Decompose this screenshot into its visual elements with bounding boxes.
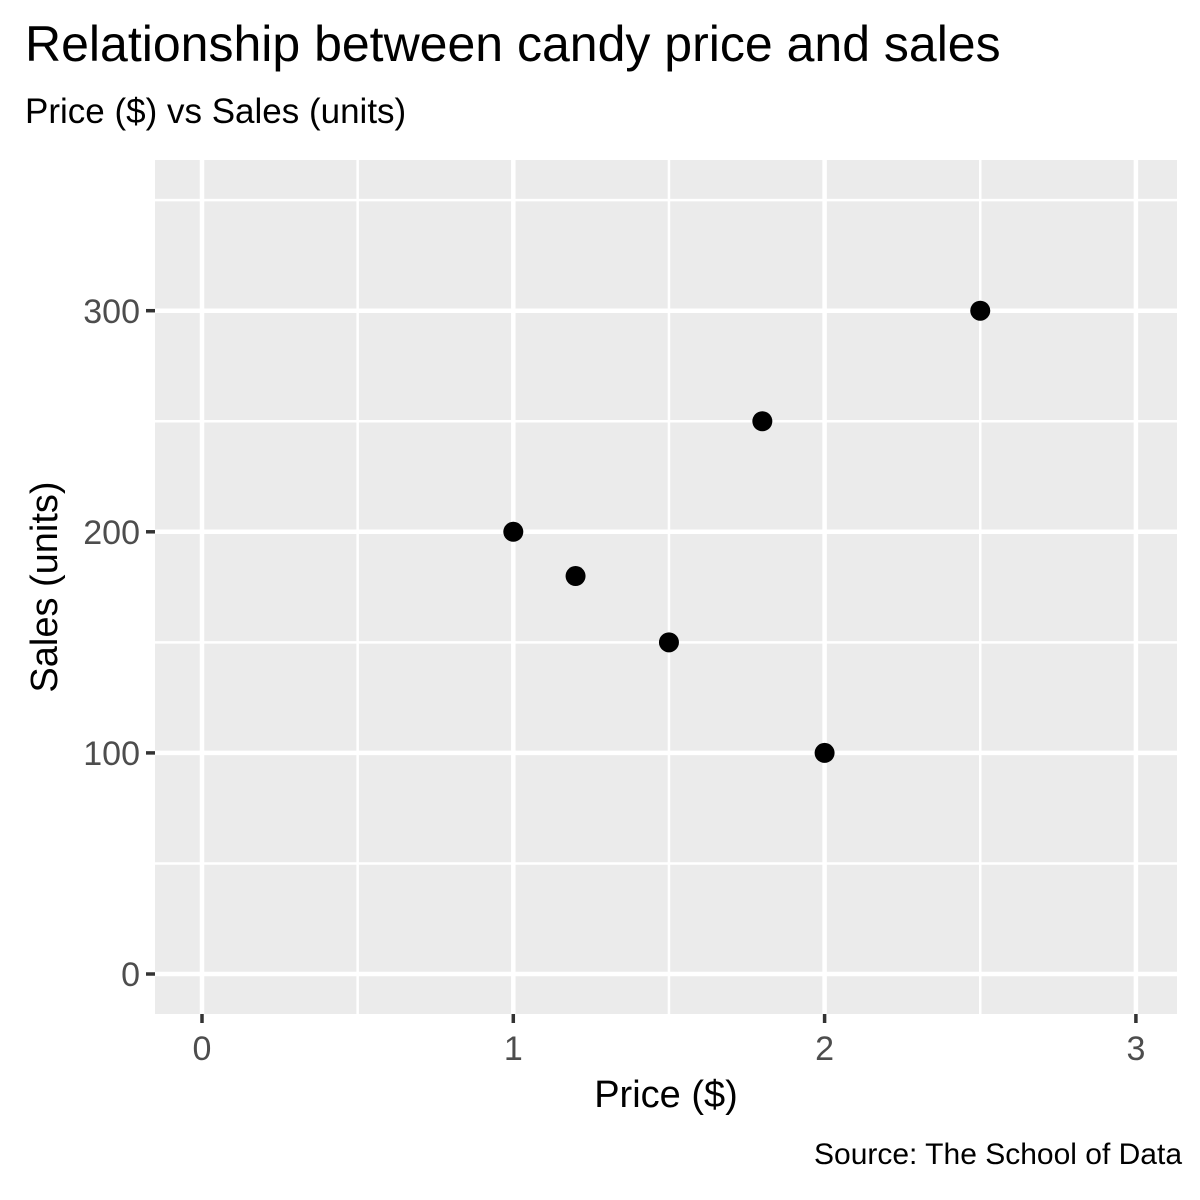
- chart-subtitle: Price ($) vs Sales (units): [25, 92, 407, 131]
- y-tick-label: 300: [83, 293, 140, 331]
- x-tick-label: 0: [193, 1030, 212, 1068]
- y-tick-label: 200: [83, 514, 140, 552]
- x-tick-label: 1: [504, 1030, 523, 1068]
- chart-title: Relationship between candy price and sal…: [25, 16, 1001, 72]
- y-axis-title-text: Sales (units): [24, 481, 66, 693]
- data-point: [503, 521, 524, 542]
- data-point: [565, 566, 586, 587]
- data-point: [752, 411, 773, 432]
- data-point: [814, 742, 835, 763]
- data-point: [658, 632, 679, 653]
- y-tick-label: 100: [83, 735, 140, 773]
- x-axis-title: Price ($): [594, 1074, 738, 1116]
- x-tick-label: 2: [815, 1030, 834, 1068]
- chart-caption: Source: The School of Data: [814, 1138, 1182, 1171]
- y-tick-label: 0: [121, 956, 140, 994]
- data-point: [970, 300, 991, 321]
- plot-panel: [155, 160, 1177, 1014]
- x-tick-label: 3: [1126, 1030, 1145, 1068]
